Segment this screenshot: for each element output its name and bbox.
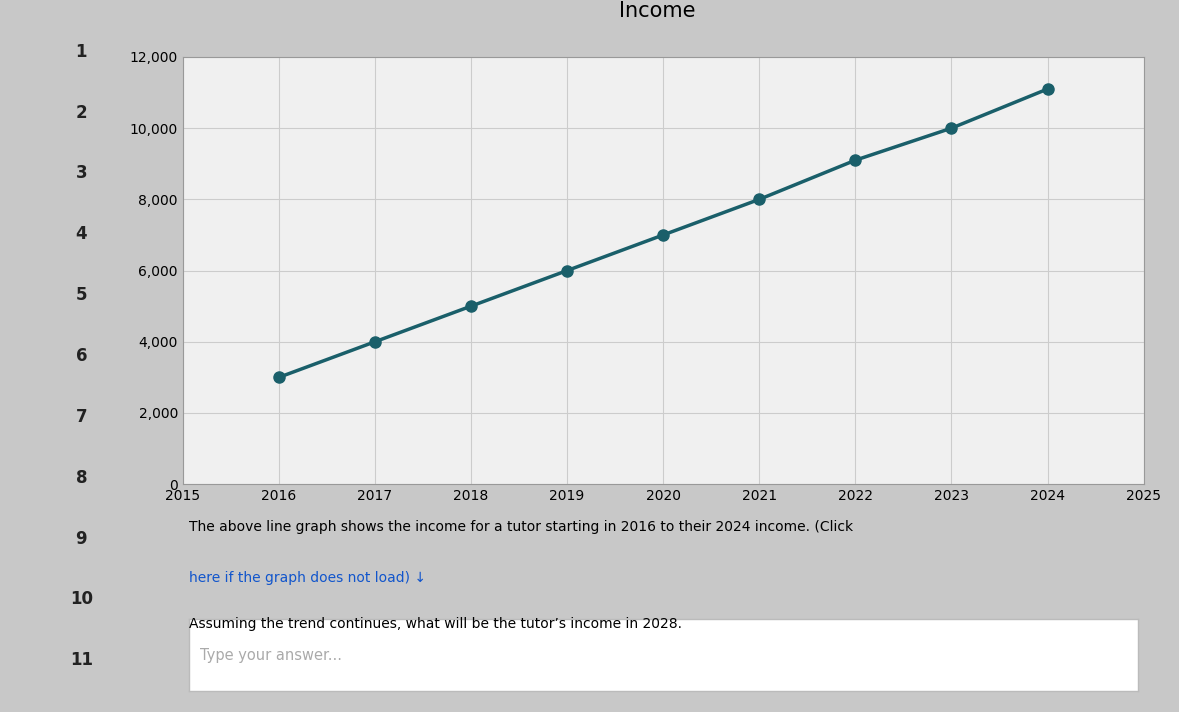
Text: here if the graph does not load) ↓: here if the graph does not load) ↓ (189, 571, 426, 585)
Text: Assuming the trend continues, what will be the tutor’s income in 2028.: Assuming the trend continues, what will … (189, 617, 681, 632)
Text: 8: 8 (75, 468, 87, 487)
Text: 10: 10 (70, 590, 93, 608)
Text: 3: 3 (75, 164, 87, 182)
Text: 2: 2 (75, 104, 87, 122)
Text: Type your answer...: Type your answer... (200, 647, 342, 663)
Text: 7: 7 (75, 408, 87, 426)
Text: 11: 11 (70, 651, 93, 669)
Text: Income: Income (619, 1, 696, 21)
Text: The above line graph shows the income for a tutor starting in 2016 to their 2024: The above line graph shows the income fo… (189, 520, 852, 534)
Text: 5: 5 (75, 286, 87, 304)
Text: 1: 1 (75, 43, 87, 61)
Text: 9: 9 (75, 530, 87, 548)
Text: 6: 6 (75, 347, 87, 365)
Text: 4: 4 (75, 225, 87, 244)
